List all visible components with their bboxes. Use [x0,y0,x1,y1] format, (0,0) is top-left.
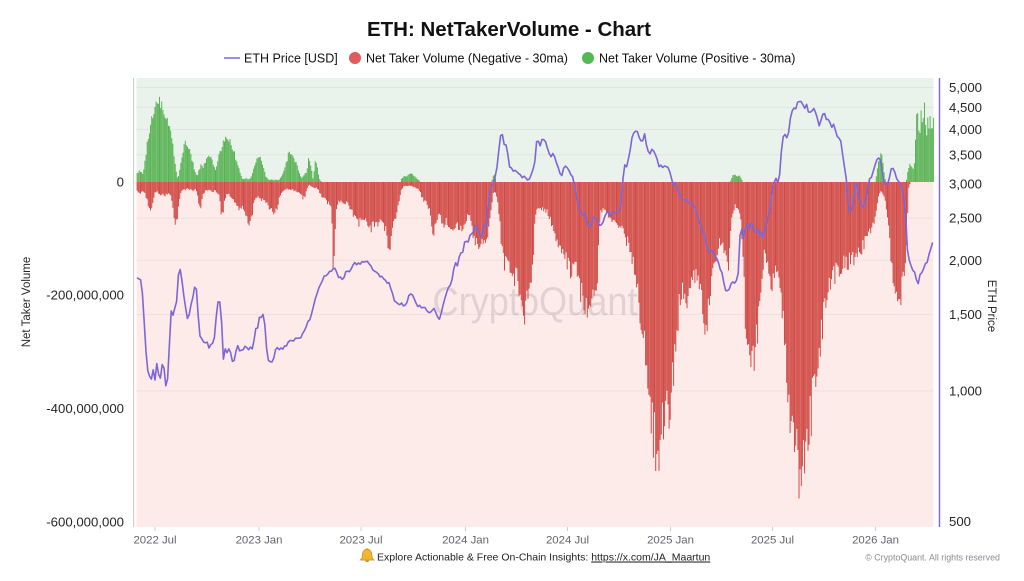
svg-text:Net Taker Volume (Positive - 3: Net Taker Volume (Positive - 30ma) [599,52,795,66]
svg-text:2024 Jan: 2024 Jan [442,535,489,547]
svg-text:ETH: NetTakerVolume - Chart: ETH: NetTakerVolume - Chart [367,18,651,41]
svg-text:0: 0 [117,175,124,190]
svg-text:2023 Jul: 2023 Jul [339,535,382,547]
svg-text:1,500: 1,500 [949,307,982,322]
svg-text:-600,000,000: -600,000,000 [46,515,124,530]
svg-text:4,000: 4,000 [949,122,982,137]
svg-text:Net Taker Volume (Negative - 3: Net Taker Volume (Negative - 30ma) [366,52,568,66]
svg-text:ETH Price [USD]: ETH Price [USD] [244,52,338,66]
svg-text:3,000: 3,000 [949,176,982,191]
svg-text:2025 Jul: 2025 Jul [751,535,794,547]
svg-text:CryptoQuant: CryptoQuant [433,280,638,324]
svg-text:Explore Actionable & Free On-C: Explore Actionable & Free On-Chain Insig… [377,552,710,564]
svg-text:3,500: 3,500 [949,147,982,162]
svg-text:Net Taker Volume: Net Taker Volume [21,257,33,348]
svg-text:2025 Jan: 2025 Jan [647,535,694,547]
svg-text:-200,000,000: -200,000,000 [46,288,124,303]
svg-text:4,500: 4,500 [949,100,982,115]
svg-text:ETH Price: ETH Price [985,280,997,332]
svg-text:1,000: 1,000 [949,384,982,399]
svg-text:2,500: 2,500 [949,211,982,226]
svg-text:2022 Jul: 2022 Jul [133,535,176,547]
svg-text:-400,000,000: -400,000,000 [46,401,124,416]
svg-text:5,000: 5,000 [949,80,982,95]
svg-text:500: 500 [949,514,971,529]
svg-text:© CryptoQuant. All rights rese: © CryptoQuant. All rights reserved [865,553,1000,563]
svg-text:2023 Jan: 2023 Jan [236,535,283,547]
svg-text:2026 Jan: 2026 Jan [852,535,899,547]
svg-text:2,000: 2,000 [949,253,982,268]
svg-text:2024 Jul: 2024 Jul [546,535,589,547]
